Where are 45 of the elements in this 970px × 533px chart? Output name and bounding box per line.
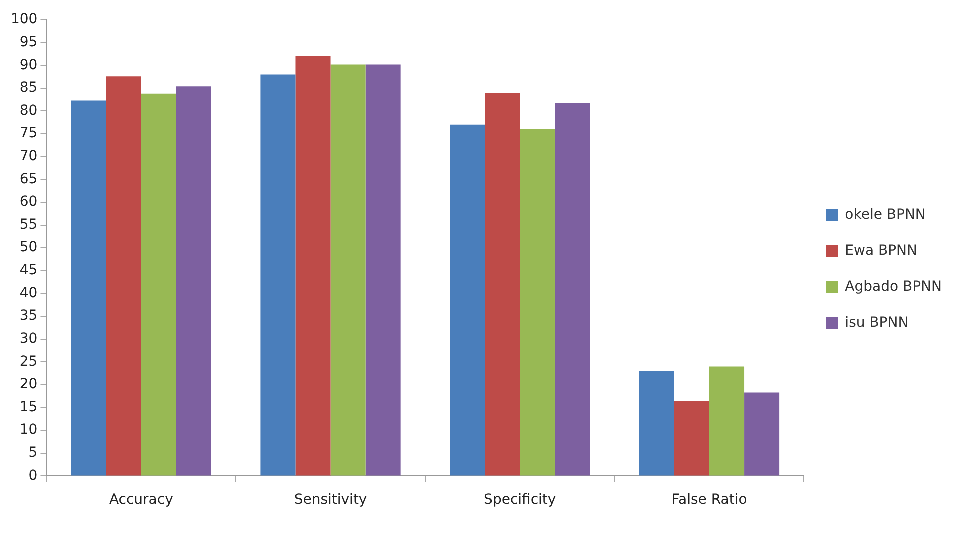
x-tick-label: False Ratio — [672, 492, 748, 508]
bar — [260, 74, 296, 476]
bar — [744, 392, 780, 476]
y-tick-label: 80 — [20, 102, 38, 119]
bar — [330, 64, 366, 476]
bar — [485, 92, 520, 476]
y-tick-label: 65 — [20, 171, 38, 188]
y-tick-label: 35 — [20, 308, 38, 324]
y-tick-label: 20 — [20, 376, 38, 393]
bar — [71, 100, 106, 476]
bar — [639, 371, 674, 476]
legend-label: okele BPNN — [845, 207, 926, 224]
y-tick-label: 45 — [20, 262, 38, 279]
bar — [520, 129, 556, 476]
y-tick-label: 0 — [28, 468, 38, 484]
y-tick-label: 95 — [20, 34, 38, 50]
bar — [674, 401, 710, 476]
bar — [141, 94, 176, 476]
bar — [709, 366, 745, 476]
legend-label: isu BPNN — [845, 315, 909, 332]
y-tick-label: 50 — [20, 240, 38, 256]
bar — [296, 56, 331, 476]
x-tick-label: Specificity — [484, 492, 556, 508]
bar — [366, 64, 401, 476]
y-tick-label: 60 — [20, 194, 38, 210]
bar — [555, 103, 590, 476]
bar — [176, 86, 212, 476]
y-tick-label: 10 — [20, 422, 38, 438]
y-tick-label: 15 — [20, 399, 38, 416]
y-tick-label: 90 — [20, 57, 38, 74]
y-tick-label: 100 — [10, 12, 38, 28]
legend-label: Agbado BPNN — [845, 279, 942, 296]
y-tick-label: 85 — [20, 80, 38, 96]
y-tick-label: 55 — [20, 216, 38, 233]
bar — [106, 76, 142, 476]
y-tick-label: 25 — [20, 354, 38, 370]
y-tick-label: 70 — [20, 148, 38, 164]
x-tick-label: Accuracy — [109, 492, 174, 508]
y-tick-label: 40 — [20, 285, 38, 302]
bar — [450, 124, 486, 476]
y-tick-label: 75 — [20, 126, 38, 142]
legend-label: Ewa BPNN — [845, 243, 918, 260]
x-tick-label: Sensitivity — [294, 492, 368, 508]
y-tick-label: 5 — [28, 445, 38, 462]
y-tick-label: 30 — [20, 330, 38, 347]
